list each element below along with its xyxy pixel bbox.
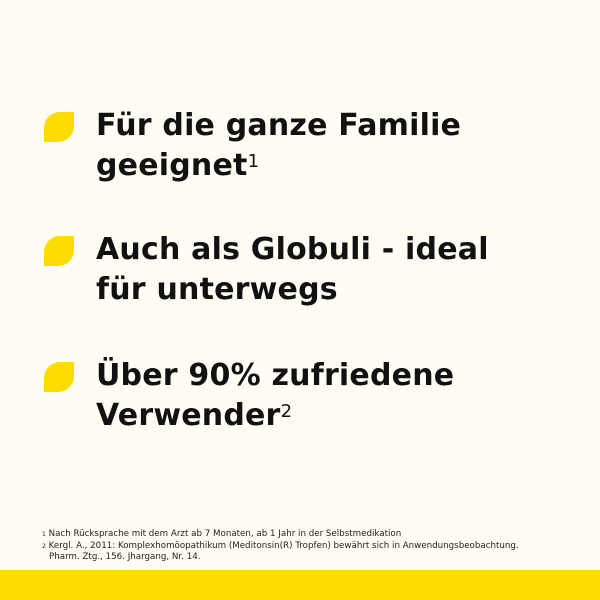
footnote-2-continued: Pharm. Ztg., 156. Jhargang, Nr. 14.: [49, 552, 201, 562]
leaf-icon: [44, 236, 74, 266]
leaf-icon: [44, 362, 74, 392]
footnote-ref: 1: [247, 151, 260, 172]
bullet-text: Für die ganze Familie geeignet1: [96, 108, 462, 183]
footnote-1: 1 Nach Rücksprache mit dem Arzt ab 7 Mon…: [42, 529, 402, 539]
leaf-icon: [44, 112, 74, 142]
footnote-2: 2 Kergl. A., 2011: Komplexhomöopathikum …: [42, 540, 519, 551]
footnote-ref: 2: [280, 401, 293, 422]
footnotes: 1 Nach Rücksprache mit dem Arzt ab 7 Mon…: [42, 529, 519, 564]
bullet-text: Auch als Globuli - ideal für unterwegs: [96, 232, 489, 307]
bullet-text: Über 90% zufriedene Verwender2: [96, 358, 455, 433]
yellow-band: [0, 570, 600, 600]
